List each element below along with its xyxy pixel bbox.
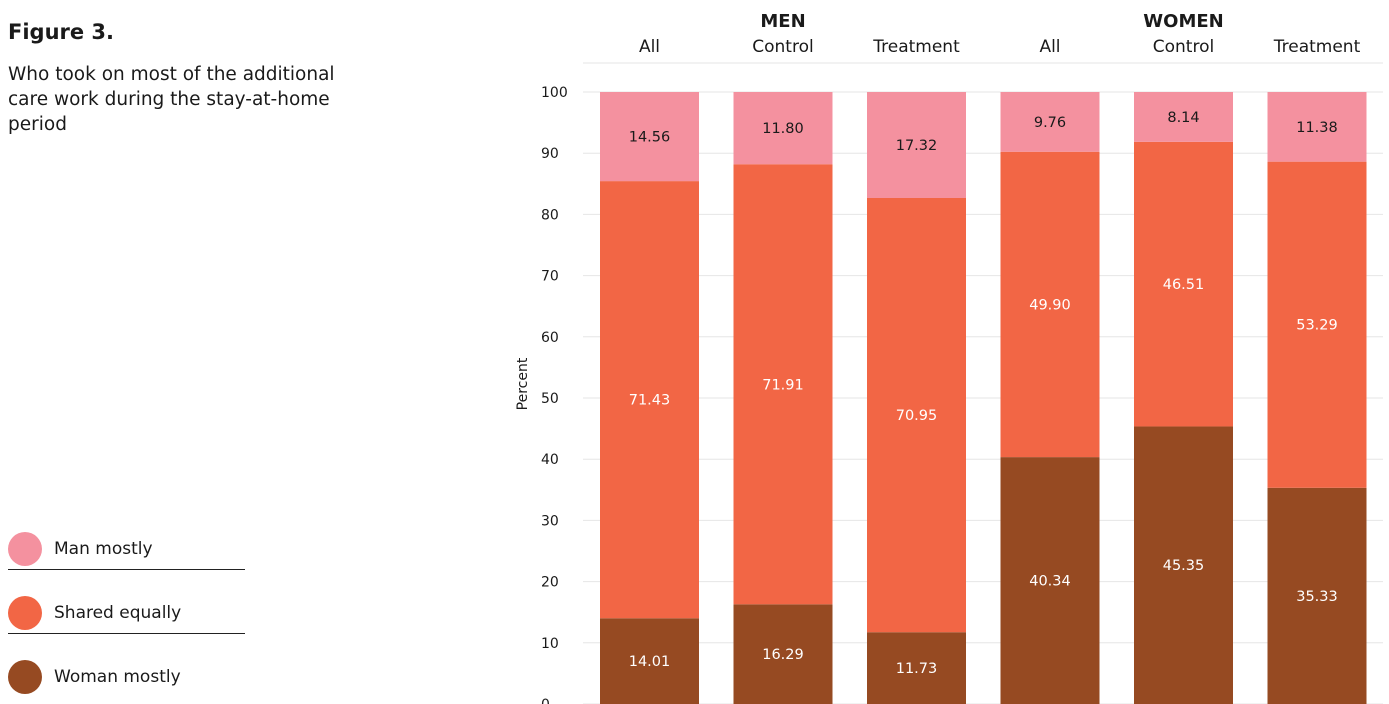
data-label: 71.91 — [762, 377, 804, 393]
group-label-men: MEN — [760, 11, 805, 32]
legend-label-woman-mostly: Woman mostly — [54, 666, 181, 687]
data-label: 35.33 — [1296, 589, 1338, 605]
bar-segment-shared-equally — [733, 164, 833, 605]
bar-segment-man-mostly — [1134, 92, 1233, 142]
shared-equally-swatch — [8, 595, 42, 630]
category-label: Treatment — [872, 37, 960, 57]
bar-segment-woman-mostly — [1134, 426, 1233, 704]
bar-segment-man-mostly — [733, 92, 833, 165]
legend-label-man-mostly: Man mostly — [54, 538, 153, 559]
legend-item-shared-equally: Shared equally — [8, 594, 245, 634]
bar-segment-shared-equally — [867, 197, 966, 633]
bar-segment-man-mostly — [867, 92, 966, 198]
bar-segment-woman-mostly — [733, 604, 833, 704]
y-tick-label: 0 — [541, 697, 550, 704]
category-label: Control — [752, 37, 813, 57]
data-label: 11.80 — [762, 121, 804, 137]
data-label: 14.56 — [629, 130, 671, 146]
data-label: 71.43 — [629, 393, 671, 409]
legend-item-man-mostly: Man mostly — [8, 530, 245, 570]
y-tick-label: 60 — [541, 330, 559, 346]
data-label: 11.73 — [896, 661, 938, 677]
data-label: 17.32 — [896, 138, 938, 154]
y-tick-label: 10 — [541, 636, 559, 652]
category-label: All — [639, 37, 660, 57]
legend: Man mostly Shared equally Woman mostly — [8, 530, 245, 695]
category-label: All — [1039, 37, 1060, 57]
data-label: 49.90 — [1029, 297, 1071, 313]
bar-segment-man-mostly — [600, 92, 699, 182]
woman-mostly-swatch — [8, 659, 42, 694]
y-tick-label: 20 — [541, 575, 559, 591]
y-tick-label: 70 — [541, 269, 559, 285]
legend-label-shared-equally: Shared equally — [54, 602, 182, 623]
bar-segment-woman-mostly — [1000, 457, 1100, 704]
data-label: 14.01 — [629, 654, 671, 670]
data-label: 11.38 — [1296, 120, 1338, 136]
y-tick-label: 90 — [541, 146, 559, 162]
data-label: 40.34 — [1029, 574, 1071, 590]
bar-segment-shared-equally — [1267, 161, 1367, 488]
y-axis-label: Percent — [515, 357, 531, 410]
data-label: 8.14 — [1167, 110, 1199, 126]
data-label: 16.29 — [762, 647, 804, 663]
bar-segment-shared-equally — [1000, 151, 1100, 458]
figure-title: Figure 3. — [8, 20, 115, 44]
data-label: 53.29 — [1296, 318, 1338, 334]
bar-segment-woman-mostly — [867, 632, 966, 704]
y-tick-label: 30 — [541, 513, 559, 529]
bar-segment-man-mostly — [1267, 92, 1367, 162]
category-label: Treatment — [1273, 37, 1361, 57]
y-tick-label: 100 — [541, 85, 568, 101]
bar-segment-shared-equally — [600, 181, 699, 619]
data-label: 70.95 — [896, 408, 938, 424]
bar-segment-shared-equally — [1134, 141, 1233, 427]
y-tick-label: 50 — [541, 391, 559, 407]
group-label-women: WOMEN — [1143, 11, 1223, 32]
data-label: 46.51 — [1163, 277, 1205, 293]
y-tick-label: 40 — [541, 452, 559, 468]
y-tick-label: 80 — [541, 207, 559, 223]
bar-segment-woman-mostly — [600, 618, 699, 704]
bar-segment-woman-mostly — [1267, 487, 1367, 704]
category-label: Control — [1153, 37, 1214, 57]
data-label: 45.35 — [1163, 558, 1205, 574]
bar-segment-man-mostly — [1000, 92, 1100, 152]
data-label: 9.76 — [1034, 115, 1066, 131]
figure-description: Who took on most of the additional care … — [8, 64, 335, 135]
legend-item-woman-mostly: Woman mostly — [8, 658, 245, 695]
man-mostly-swatch — [8, 531, 42, 566]
